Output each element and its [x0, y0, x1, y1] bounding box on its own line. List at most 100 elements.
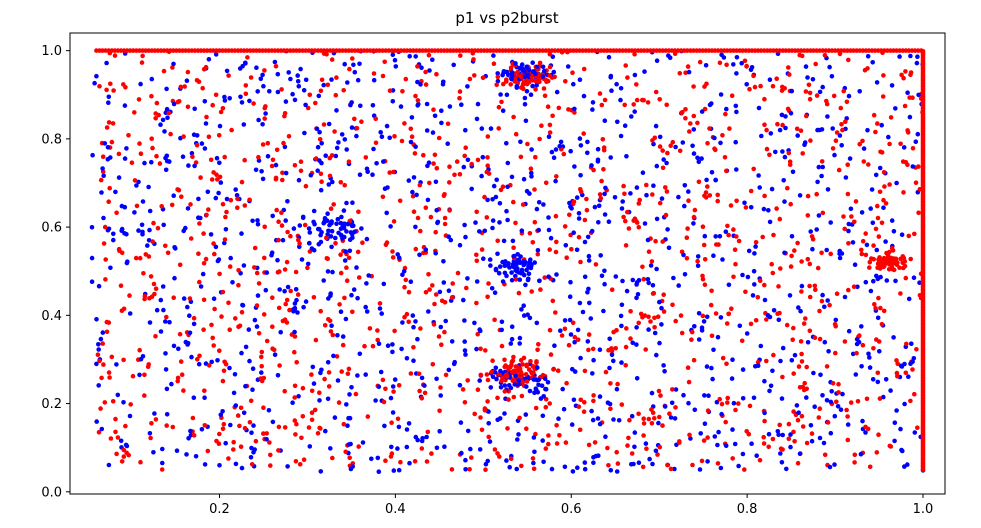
scatter-point: [636, 320, 641, 326]
scatter-point: [280, 237, 286, 243]
scatter-point: [277, 287, 283, 292]
scatter-point: [163, 167, 169, 173]
scatter-point: [713, 234, 718, 239]
scatter-point: [185, 206, 191, 211]
scatter-point: [644, 192, 649, 198]
scatter-point: [262, 116, 268, 121]
scatter-point: [500, 279, 506, 284]
scatter-point: [141, 271, 146, 276]
scatter-point: [292, 97, 298, 103]
scatter-point: [189, 151, 195, 156]
scatter-point: [208, 232, 214, 237]
scatter-point: [319, 77, 325, 83]
scatter-point: [863, 430, 868, 435]
scatter-point: [415, 336, 420, 342]
scatter-point: [202, 388, 207, 394]
scatter-point: [822, 339, 828, 345]
scatter-point: [118, 283, 124, 289]
scatter-point: [786, 436, 792, 442]
scatter-point: [643, 441, 649, 446]
scatter-point: [875, 121, 880, 126]
scatter-point: [870, 60, 875, 65]
scatter-point: [442, 221, 448, 227]
scatter-point: [746, 431, 752, 437]
scatter-point: [206, 363, 212, 368]
scatter-point: [753, 244, 758, 249]
scatter-point: [214, 438, 219, 444]
scatter-point: [451, 361, 457, 367]
scatter-point: [596, 453, 601, 459]
scatter-point: [283, 218, 289, 223]
scatter-point: [852, 262, 858, 268]
scatter-point: [871, 243, 876, 248]
scatter-point: [890, 248, 896, 253]
scatter-point: [531, 466, 537, 472]
scatter-point: [349, 125, 355, 130]
scatter-point: [326, 296, 331, 301]
y-tick-label: 0.4: [41, 309, 62, 324]
scatter-point: [206, 207, 211, 212]
scatter-point: [288, 288, 294, 294]
scatter-point: [418, 228, 423, 234]
scatter-point: [380, 377, 386, 383]
scatter-point: [295, 310, 300, 315]
scatter-point: [119, 250, 125, 256]
scatter-point: [581, 131, 586, 136]
scatter-point: [901, 145, 907, 150]
scatter-point: [327, 222, 332, 228]
scatter-point: [629, 114, 634, 119]
scatter-point: [261, 83, 266, 89]
scatter-point: [342, 137, 348, 142]
scatter-point: [673, 387, 679, 392]
scatter-point: [279, 223, 285, 228]
scatter-point: [746, 248, 752, 254]
scatter-point: [910, 367, 915, 372]
scatter-point: [847, 156, 853, 161]
scatter-point: [355, 295, 360, 301]
scatter-point: [799, 283, 805, 289]
scatter-point: [254, 65, 259, 70]
scatter-point: [375, 455, 381, 461]
scatter-point: [551, 367, 556, 372]
scatter-point: [910, 146, 916, 151]
scatter-point: [479, 427, 485, 433]
scatter-point: [395, 416, 401, 422]
scatter-point: [161, 307, 166, 313]
scatter-point: [586, 347, 591, 353]
scatter-point: [449, 467, 455, 472]
scatter-point: [410, 313, 416, 318]
scatter-point: [462, 153, 468, 159]
scatter-point: [628, 336, 633, 341]
scatter-point: [581, 409, 587, 415]
scatter-point: [346, 255, 352, 261]
scatter-point: [196, 361, 202, 367]
scatter-point: [326, 370, 332, 375]
scatter-point: [330, 179, 335, 185]
scatter-point: [590, 100, 596, 105]
scatter-point: [103, 277, 108, 282]
scatter-point: [530, 60, 535, 65]
scatter-point: [597, 91, 603, 96]
scatter-point: [311, 295, 317, 300]
scatter-point: [500, 72, 505, 78]
scatter-point: [550, 113, 555, 119]
scatter-point: [298, 168, 304, 174]
scatter-point: [160, 117, 166, 123]
scatter-point: [158, 329, 164, 334]
points-layer: [89, 48, 926, 475]
scatter-point: [265, 140, 271, 146]
scatter-point: [799, 351, 804, 357]
scatter-point: [388, 395, 394, 401]
scatter-point: [463, 145, 469, 150]
scatter-point: [132, 178, 138, 183]
scatter-point: [540, 438, 545, 443]
scatter-point: [213, 52, 219, 57]
scatter-point: [375, 328, 380, 333]
scatter-point: [338, 180, 344, 185]
scatter-point: [613, 274, 619, 279]
scatter-point: [543, 77, 549, 83]
scatter-point: [699, 458, 705, 464]
scatter-point: [709, 170, 715, 175]
scatter-point: [398, 459, 403, 465]
scatter-point: [582, 239, 588, 245]
